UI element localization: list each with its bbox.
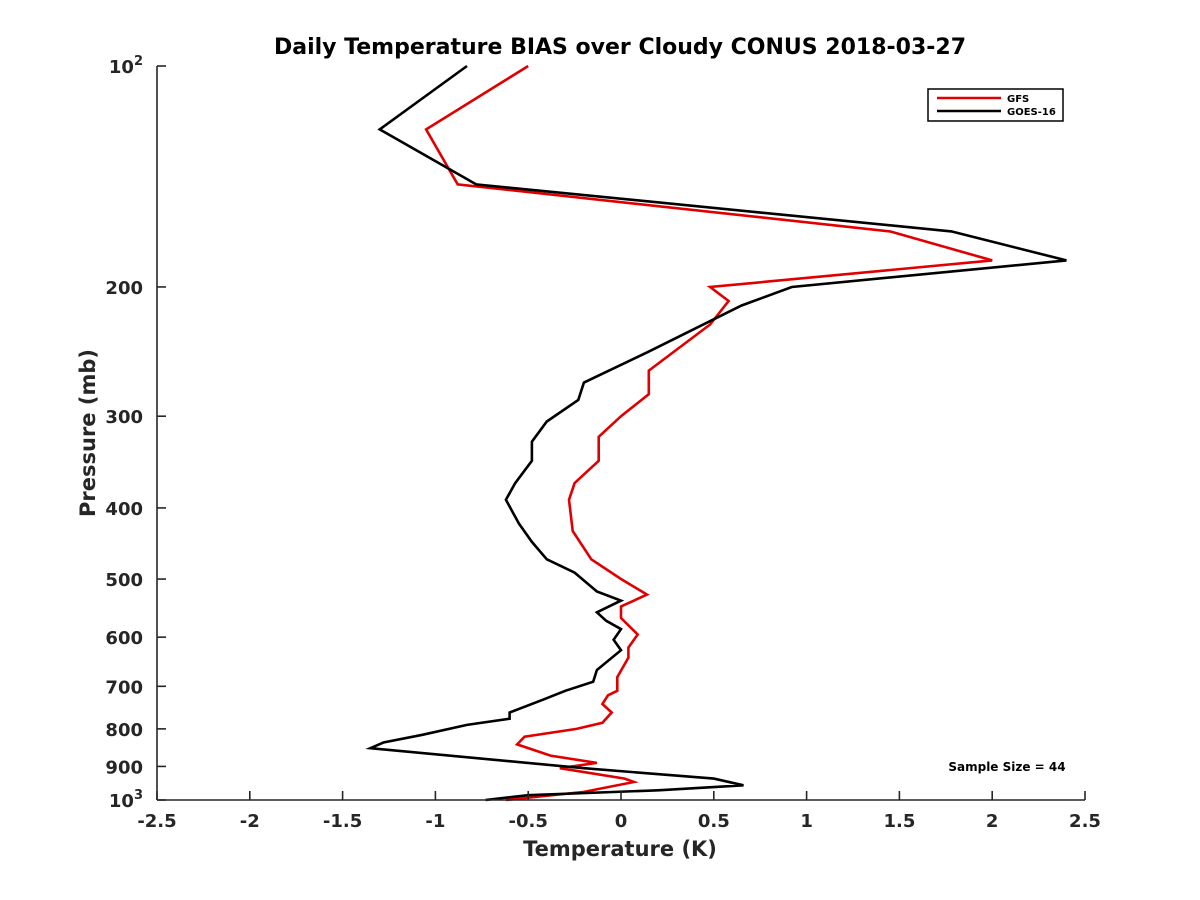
y-tick-label: 500 [105, 570, 143, 591]
x-tick-label: 1.5 [883, 811, 915, 832]
y-tick-label: 300 [105, 407, 143, 428]
x-tick-label: -0.5 [509, 811, 548, 832]
x-tick-label: 2 [986, 811, 999, 832]
y-tick-label: 600 [105, 628, 143, 649]
y-tick-label: 900 [105, 757, 143, 778]
y-tick-label: 102 [109, 54, 143, 78]
legend: GFS GOES-16 [927, 88, 1064, 122]
y-tick-label: 103 [109, 788, 143, 812]
series-line-gfs [424, 64, 993, 802]
y-axis-label: Pressure (mb) [76, 349, 100, 517]
y-tick-label: 400 [105, 499, 143, 520]
legend-label-gfs: GFS [1007, 94, 1029, 105]
x-tick-label: 2.5 [1069, 811, 1101, 832]
axes: -2.5 -2 -1.5 -1 -0.5 0 0.5 1 1.5 2 2.5 102 200 300 400… [105, 54, 1101, 832]
x-tick-label: 0.5 [698, 811, 730, 832]
sample-size-annotation: Sample Size = 44 [948, 760, 1065, 774]
series-line-goes-16 [365, 64, 1067, 802]
x-tick-label: -1.5 [323, 811, 362, 832]
y-tick-label: 700 [105, 677, 143, 698]
y-tick-label: 800 [105, 720, 143, 741]
x-tick-label: -1 [425, 811, 445, 832]
legend-box [927, 88, 1064, 122]
x-tick-label: 0 [615, 811, 628, 832]
x-tick-label: -2 [240, 811, 260, 832]
x-axis-label: Temperature (K) [523, 837, 717, 861]
x-tick-label: 1 [800, 811, 813, 832]
legend-label-goes-16: GOES-16 [1007, 107, 1056, 118]
chart-title: Daily Temperature BIAS over Cloudy CONUS… [274, 35, 966, 60]
x-tick-label: -2.5 [137, 811, 176, 832]
y-tick-label: 200 [105, 278, 143, 299]
plot-lines [365, 64, 1067, 802]
